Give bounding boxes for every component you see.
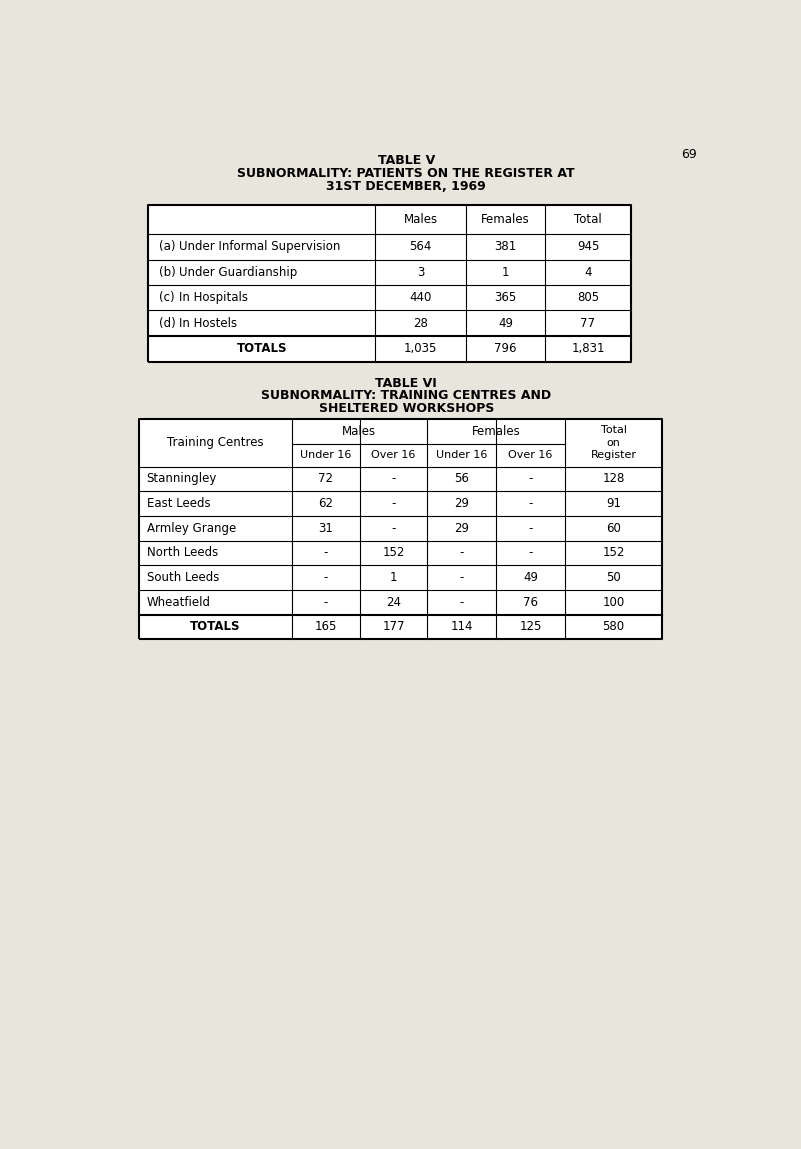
Text: Armley Grange: Armley Grange xyxy=(147,522,235,534)
Text: -: - xyxy=(529,498,533,510)
Text: Total
on
Register: Total on Register xyxy=(590,425,637,461)
Text: SHELTERED WORKSHOPS: SHELTERED WORKSHOPS xyxy=(319,402,494,415)
Text: (c): (c) xyxy=(159,291,175,304)
Text: 128: 128 xyxy=(602,472,625,486)
Text: Under 16: Under 16 xyxy=(300,450,352,460)
Text: 4: 4 xyxy=(584,265,592,279)
Text: South Leeds: South Leeds xyxy=(147,571,219,584)
Text: 100: 100 xyxy=(602,595,625,609)
Text: 177: 177 xyxy=(382,620,405,633)
Text: 60: 60 xyxy=(606,522,621,534)
Text: 805: 805 xyxy=(577,291,599,304)
Text: Total: Total xyxy=(574,213,602,226)
Text: 29: 29 xyxy=(454,498,469,510)
Text: -: - xyxy=(529,472,533,486)
Text: -: - xyxy=(460,547,464,560)
Text: 49: 49 xyxy=(523,571,538,584)
Text: 91: 91 xyxy=(606,498,621,510)
Text: 165: 165 xyxy=(315,620,337,633)
Text: SUBNORMALITY: PATIENTS ON THE REGISTER AT: SUBNORMALITY: PATIENTS ON THE REGISTER A… xyxy=(237,167,575,179)
Text: Wheatfield: Wheatfield xyxy=(147,595,211,609)
Text: Under Guardianship: Under Guardianship xyxy=(179,265,297,279)
Text: 440: 440 xyxy=(409,291,432,304)
Text: 580: 580 xyxy=(602,620,625,633)
Text: TOTALS: TOTALS xyxy=(236,342,287,355)
Text: 29: 29 xyxy=(454,522,469,534)
Text: In Hospitals: In Hospitals xyxy=(179,291,248,304)
Text: 28: 28 xyxy=(413,317,428,330)
Text: 62: 62 xyxy=(318,498,333,510)
Text: 56: 56 xyxy=(454,472,469,486)
Text: TABLE VI: TABLE VI xyxy=(376,377,437,390)
Text: In Hostels: In Hostels xyxy=(179,317,237,330)
Text: Stanningley: Stanningley xyxy=(147,472,217,486)
Text: 125: 125 xyxy=(520,620,541,633)
Text: 152: 152 xyxy=(382,547,405,560)
Text: -: - xyxy=(529,522,533,534)
Text: Training Centres: Training Centres xyxy=(167,437,264,449)
Text: 381: 381 xyxy=(494,240,517,253)
Text: -: - xyxy=(460,571,464,584)
Text: Males: Males xyxy=(404,213,437,226)
Text: Under Informal Supervision: Under Informal Supervision xyxy=(179,240,340,253)
Text: 50: 50 xyxy=(606,571,621,584)
Text: 1,831: 1,831 xyxy=(571,342,605,355)
Text: -: - xyxy=(391,472,396,486)
Text: (b): (b) xyxy=(159,265,175,279)
Text: 69: 69 xyxy=(681,147,697,161)
Text: Over 16: Over 16 xyxy=(509,450,553,460)
Text: East Leeds: East Leeds xyxy=(147,498,210,510)
Text: 1: 1 xyxy=(390,571,397,584)
Text: 24: 24 xyxy=(386,595,401,609)
Bar xyxy=(139,419,662,639)
Text: SUBNORMALITY: TRAINING CENTRES AND: SUBNORMALITY: TRAINING CENTRES AND xyxy=(261,390,551,402)
Text: 77: 77 xyxy=(581,317,595,330)
Text: TOTALS: TOTALS xyxy=(190,620,240,633)
Text: -: - xyxy=(324,547,328,560)
Text: -: - xyxy=(391,522,396,534)
Text: North Leeds: North Leeds xyxy=(147,547,218,560)
Text: 1: 1 xyxy=(501,265,509,279)
Text: Males: Males xyxy=(342,425,376,438)
Text: 1,035: 1,035 xyxy=(404,342,437,355)
Text: 152: 152 xyxy=(602,547,625,560)
Text: -: - xyxy=(529,547,533,560)
Text: Females: Females xyxy=(472,425,521,438)
Text: 49: 49 xyxy=(498,317,513,330)
Text: Females: Females xyxy=(481,213,529,226)
Text: Over 16: Over 16 xyxy=(372,450,416,460)
Text: 564: 564 xyxy=(409,240,432,253)
Text: -: - xyxy=(460,595,464,609)
Text: -: - xyxy=(391,498,396,510)
Text: 114: 114 xyxy=(450,620,473,633)
Text: -: - xyxy=(324,571,328,584)
Text: 31ST DECEMBER, 1969: 31ST DECEMBER, 1969 xyxy=(326,180,486,193)
Text: 3: 3 xyxy=(417,265,425,279)
Text: 76: 76 xyxy=(523,595,538,609)
Text: 796: 796 xyxy=(494,342,517,355)
Text: 31: 31 xyxy=(318,522,333,534)
Text: 72: 72 xyxy=(318,472,333,486)
Text: -: - xyxy=(324,595,328,609)
Text: 365: 365 xyxy=(494,291,517,304)
Text: 945: 945 xyxy=(577,240,599,253)
Text: (d): (d) xyxy=(159,317,175,330)
Text: Under 16: Under 16 xyxy=(436,450,487,460)
Bar xyxy=(148,205,631,362)
Text: (a): (a) xyxy=(159,240,175,253)
Text: TABLE V: TABLE V xyxy=(377,154,435,167)
